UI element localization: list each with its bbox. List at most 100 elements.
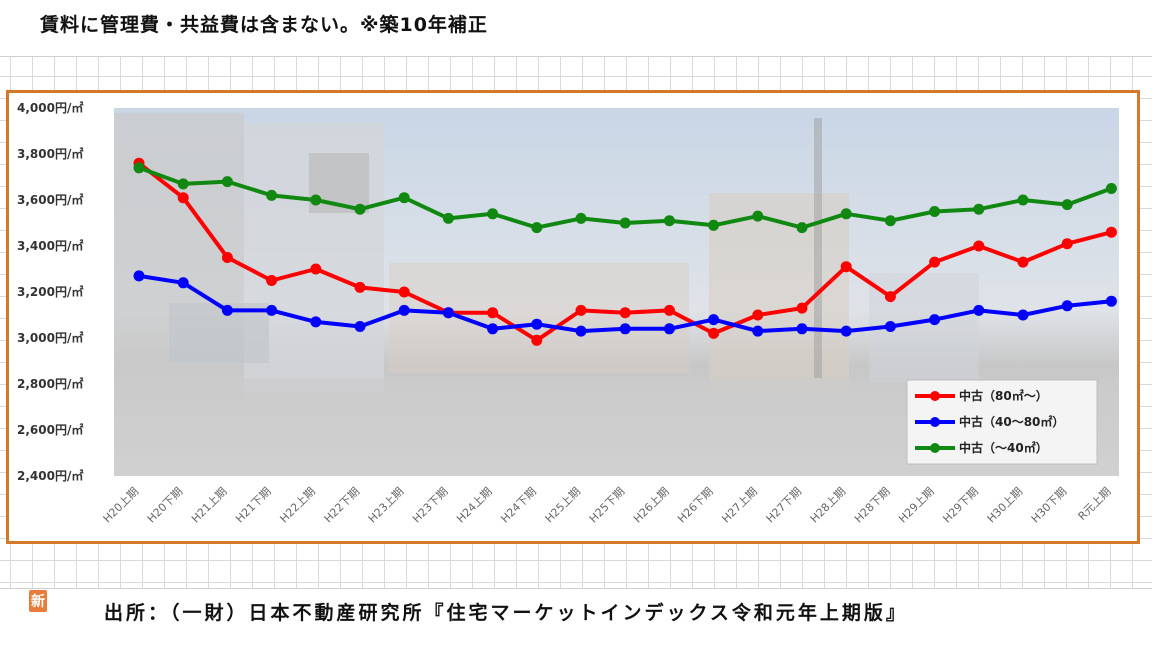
legend-marker [930, 443, 940, 453]
chart-frame: 2,400円/㎡ 2,600円/㎡ 2,800円/㎡ 3,000円/㎡ 3,200円/㎡… [6, 90, 1140, 612]
x-tick-label: H29上期 [896, 485, 937, 526]
legend-label: 中古（40～80㎡） [959, 414, 1064, 429]
x-tick-label: H24上期 [454, 485, 495, 526]
data-point [1061, 238, 1073, 250]
data-point [266, 304, 278, 316]
data-point [929, 206, 941, 217]
data-point [796, 323, 808, 335]
x-tick-label: H22下期 [322, 485, 363, 526]
source-citation: 出所：（一財）日本不動産研究所『住宅マーケットインデックス令和元年上期版』 [104, 602, 908, 624]
line-chart: 2,400円/㎡ 2,600円/㎡ 2,800円/㎡ 3,000円/㎡ 3,200円/㎡… [17, 100, 1119, 526]
data-point [1105, 295, 1117, 307]
data-point [221, 304, 233, 316]
top-band [0, 0, 1152, 57]
data-point [884, 291, 896, 303]
data-point [221, 176, 233, 188]
data-point [354, 321, 366, 332]
data-point [929, 256, 941, 268]
data-point [354, 281, 366, 293]
logo-mark: 新 [29, 590, 47, 612]
data-point [398, 192, 410, 204]
y-tick-label: 2,400円/㎡ [17, 468, 83, 483]
data-point [1061, 199, 1073, 211]
y-tick-label: 3,200円/㎡ [17, 284, 83, 299]
data-point [133, 270, 145, 282]
data-point [663, 304, 675, 316]
y-tick-label: 4,000円/㎡ [17, 100, 83, 115]
data-point [487, 307, 499, 319]
data-point [487, 208, 499, 220]
series-lines [133, 157, 1117, 346]
data-point [663, 215, 675, 227]
x-tick-label: H26下期 [675, 485, 716, 526]
data-point [310, 194, 322, 206]
y-axis: 2,400円/㎡ 2,600円/㎡ 2,800円/㎡ 3,000円/㎡ 3,200円/㎡… [17, 100, 83, 483]
data-point [973, 203, 985, 215]
data-point [531, 334, 543, 346]
data-point [1105, 183, 1117, 194]
legend-marker [930, 417, 940, 427]
data-point [752, 210, 764, 222]
data-point [619, 323, 631, 335]
data-point [1061, 300, 1073, 312]
data-point [575, 325, 587, 337]
data-point [1105, 226, 1117, 238]
data-point [752, 309, 764, 321]
data-point [266, 189, 278, 201]
data-point [266, 275, 278, 286]
data-point [708, 314, 720, 326]
data-point [487, 323, 499, 335]
x-tick-label: H21下期 [233, 485, 274, 526]
data-point [1017, 256, 1029, 268]
x-tick-label: H24下期 [498, 485, 539, 526]
x-tick-label: H20下期 [145, 485, 186, 526]
y-tick-label: 2,800円/㎡ [17, 376, 83, 391]
x-tick-label: H27上期 [719, 485, 760, 526]
data-point [796, 222, 808, 234]
y-tick-label: 3,400円/㎡ [17, 238, 83, 253]
data-point [221, 252, 233, 263]
data-point [177, 277, 189, 289]
data-point [973, 240, 985, 252]
data-point [354, 203, 366, 215]
data-point [531, 318, 543, 330]
data-point [575, 212, 587, 224]
x-tick-label: H25上期 [543, 485, 584, 526]
data-point [133, 162, 145, 174]
x-tick-label: H28下期 [852, 485, 893, 526]
data-point [884, 215, 896, 227]
legend-label: 中古（～40㎡） [959, 440, 1048, 455]
x-axis: H20上期 H20下期 H21上期 H21下期 H22上期 H22下期 H23上期 H23下期… [101, 485, 1114, 526]
chart-note-heading: 賃料に管理費・共益費は含まない。※築10年補正 [40, 14, 488, 36]
x-tick-label: H26上期 [631, 485, 672, 526]
x-tick-label: H27下期 [764, 485, 805, 526]
legend-marker [930, 391, 940, 401]
data-point [708, 219, 720, 231]
data-point [973, 304, 985, 316]
data-point [310, 263, 322, 275]
data-point [884, 321, 896, 332]
data-point [1017, 309, 1029, 321]
x-tick-label: H28上期 [808, 485, 849, 526]
x-tick-label: H30上期 [985, 485, 1026, 526]
data-point [752, 325, 764, 337]
data-point [177, 178, 189, 190]
data-point [840, 208, 852, 220]
data-point [310, 316, 322, 328]
x-tick-label: H29下期 [940, 485, 981, 526]
x-tick-label: H22上期 [277, 485, 318, 526]
data-point [442, 307, 454, 319]
bottom-band [0, 588, 1152, 649]
y-tick-label: 3,800円/㎡ [17, 146, 83, 161]
data-point [177, 192, 189, 204]
x-tick-label: H20上期 [101, 485, 142, 526]
data-point [929, 314, 941, 326]
data-point [398, 286, 410, 298]
y-tick-label: 3,600円/㎡ [17, 192, 83, 207]
x-tick-label: R元上期 [1076, 485, 1114, 523]
data-point [442, 212, 454, 224]
legend: 中古（80㎡～） 中古（40～80㎡） 中古（～40㎡） [906, 379, 1098, 465]
data-point [840, 325, 852, 337]
data-point [663, 323, 675, 335]
data-point [1017, 194, 1029, 206]
